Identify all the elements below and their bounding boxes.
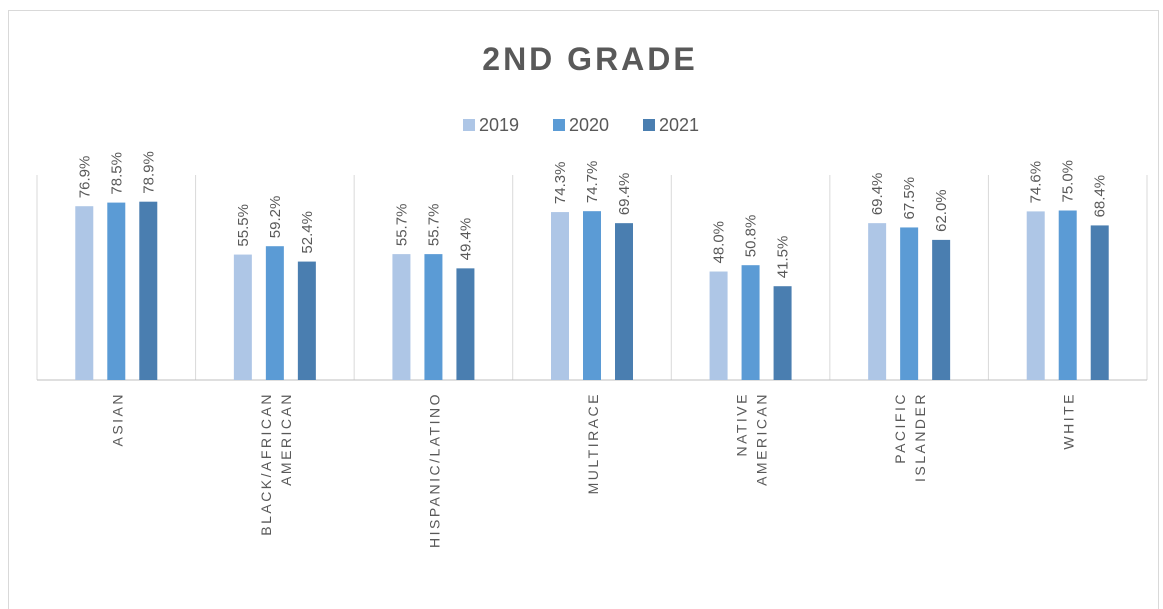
value-label: 69.4% xyxy=(869,173,886,216)
bar xyxy=(1058,210,1077,380)
legend-label: 2021 xyxy=(659,115,699,135)
bar xyxy=(551,212,569,380)
bar xyxy=(297,261,316,380)
bar xyxy=(456,268,475,380)
legend-swatch xyxy=(553,119,565,131)
bar xyxy=(265,246,284,380)
bar xyxy=(107,202,126,380)
bar xyxy=(932,239,951,380)
bar xyxy=(392,254,411,380)
value-label: 75.0% xyxy=(1060,160,1077,203)
value-label: 41.5% xyxy=(775,236,792,279)
bar xyxy=(741,265,760,380)
value-label: 55.5% xyxy=(235,204,252,247)
value-label: 55.7% xyxy=(425,204,442,247)
bar xyxy=(900,227,919,380)
value-label: 74.6% xyxy=(1028,161,1045,204)
bar xyxy=(868,223,887,380)
value-label: 50.8% xyxy=(743,215,760,258)
bar xyxy=(1026,211,1045,380)
x-tick-label: HISPANIC/LATINO xyxy=(426,392,442,548)
x-tick-label: PACIFIC ISLANDER xyxy=(892,392,928,482)
value-label: 69.4% xyxy=(616,173,633,216)
value-label: 67.5% xyxy=(901,177,918,220)
bar xyxy=(773,286,792,380)
value-label: 74.7% xyxy=(584,161,601,204)
x-tick-label: WHITE xyxy=(1061,392,1077,450)
value-label: 55.7% xyxy=(393,204,410,247)
bar xyxy=(1090,225,1109,380)
value-label: 68.4% xyxy=(1092,175,1109,218)
legend-label: 2020 xyxy=(569,115,609,135)
value-label: 78.9% xyxy=(140,151,157,194)
bar xyxy=(75,206,94,380)
value-label: 78.5% xyxy=(108,152,125,195)
value-label: 59.2% xyxy=(267,196,284,239)
x-tick-label: BLACK/AFRICAN AMERICAN xyxy=(258,392,294,536)
legend-label: 2019 xyxy=(479,115,519,135)
x-tick-label: ASIAN xyxy=(109,392,125,447)
value-label: 48.0% xyxy=(711,221,728,264)
x-tick-label: MULTIRACE xyxy=(585,392,601,494)
value-label: 74.3% xyxy=(552,162,569,205)
bar xyxy=(139,201,158,380)
x-tick-label: NATIVE AMERICAN xyxy=(734,392,770,486)
value-label: 52.4% xyxy=(299,211,316,254)
bar xyxy=(709,271,728,380)
bar xyxy=(233,254,252,380)
value-label: 49.4% xyxy=(457,218,474,261)
legend-swatch xyxy=(463,119,475,131)
value-label: 76.9% xyxy=(76,156,93,199)
legend-swatch xyxy=(643,119,655,131)
value-label: 62.0% xyxy=(933,189,950,232)
bar xyxy=(615,223,633,380)
chart-title: 2ND GRADE xyxy=(482,41,697,77)
bar xyxy=(424,254,443,380)
bar xyxy=(583,211,601,380)
